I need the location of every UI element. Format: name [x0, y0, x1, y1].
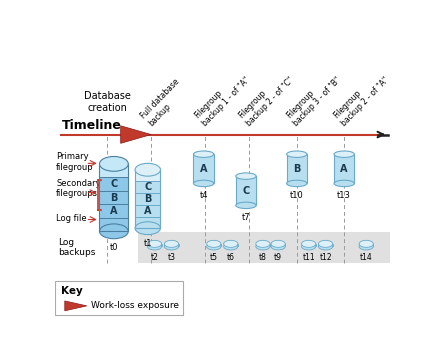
Text: Key: Key — [61, 286, 83, 296]
FancyBboxPatch shape — [236, 176, 256, 205]
Text: t11: t11 — [302, 253, 315, 262]
FancyBboxPatch shape — [359, 244, 373, 246]
Ellipse shape — [287, 180, 307, 187]
FancyBboxPatch shape — [224, 244, 238, 246]
Text: C: C — [144, 182, 151, 192]
Polygon shape — [65, 301, 87, 311]
Ellipse shape — [135, 163, 160, 176]
Text: t12: t12 — [319, 253, 332, 262]
Text: t13: t13 — [337, 191, 351, 200]
Ellipse shape — [100, 157, 128, 171]
Text: Full database
backup: Full database backup — [139, 77, 189, 128]
FancyBboxPatch shape — [55, 281, 184, 315]
Ellipse shape — [319, 243, 333, 250]
Ellipse shape — [256, 240, 270, 247]
Ellipse shape — [319, 240, 333, 247]
Ellipse shape — [194, 151, 214, 157]
FancyBboxPatch shape — [207, 244, 221, 246]
Text: A: A — [144, 206, 152, 216]
Text: t10: t10 — [290, 191, 304, 200]
Ellipse shape — [147, 240, 162, 247]
Text: t3: t3 — [167, 253, 176, 262]
FancyBboxPatch shape — [147, 244, 162, 246]
FancyBboxPatch shape — [334, 154, 354, 183]
Text: C: C — [110, 179, 118, 189]
FancyBboxPatch shape — [135, 216, 160, 228]
Ellipse shape — [164, 240, 179, 247]
Text: Log file: Log file — [56, 214, 87, 222]
Ellipse shape — [359, 243, 373, 250]
Text: A: A — [110, 206, 118, 216]
Ellipse shape — [147, 243, 162, 250]
Ellipse shape — [207, 240, 221, 247]
Ellipse shape — [302, 243, 316, 250]
Text: t7: t7 — [242, 213, 250, 222]
Text: Work-loss exposure: Work-loss exposure — [91, 302, 179, 310]
FancyBboxPatch shape — [135, 205, 160, 216]
Text: Primary
filegroup: Primary filegroup — [56, 152, 94, 172]
Text: Timeline: Timeline — [61, 119, 121, 132]
Polygon shape — [121, 126, 151, 143]
Text: A: A — [340, 164, 348, 174]
Text: t9: t9 — [274, 253, 282, 262]
FancyBboxPatch shape — [100, 164, 128, 177]
Text: B: B — [110, 193, 118, 203]
Ellipse shape — [236, 202, 256, 209]
FancyBboxPatch shape — [100, 191, 128, 204]
Text: t2: t2 — [151, 253, 159, 262]
FancyBboxPatch shape — [135, 170, 160, 182]
Ellipse shape — [236, 173, 256, 179]
Text: A: A — [200, 164, 208, 174]
Ellipse shape — [224, 240, 238, 247]
Ellipse shape — [194, 180, 214, 187]
Text: Filegroup
backup 2 - of "C": Filegroup backup 2 - of "C" — [237, 68, 296, 128]
Ellipse shape — [271, 243, 285, 250]
FancyBboxPatch shape — [194, 154, 214, 183]
Ellipse shape — [207, 243, 221, 250]
Text: Filegroup
backup 1 - of "A": Filegroup backup 1 - of "A" — [193, 68, 252, 128]
FancyBboxPatch shape — [319, 244, 333, 246]
FancyBboxPatch shape — [271, 244, 285, 246]
FancyBboxPatch shape — [100, 204, 128, 218]
FancyBboxPatch shape — [100, 177, 128, 191]
FancyBboxPatch shape — [138, 232, 390, 263]
Ellipse shape — [302, 240, 316, 247]
FancyBboxPatch shape — [135, 170, 160, 182]
Ellipse shape — [135, 222, 160, 235]
Text: B: B — [293, 164, 301, 174]
Ellipse shape — [334, 151, 354, 157]
Text: Filegroup
backup 2 - of "A": Filegroup backup 2 - of "A" — [332, 68, 391, 128]
Text: t5: t5 — [210, 253, 218, 262]
Text: t0: t0 — [110, 243, 118, 252]
Text: t1: t1 — [143, 239, 152, 248]
FancyBboxPatch shape — [100, 218, 128, 231]
Text: t8: t8 — [259, 253, 267, 262]
Ellipse shape — [287, 151, 307, 157]
Ellipse shape — [271, 240, 285, 247]
FancyBboxPatch shape — [135, 193, 160, 205]
Text: Database
creation: Database creation — [83, 91, 131, 112]
Ellipse shape — [334, 180, 354, 187]
Text: Secondary
filegroups: Secondary filegroups — [56, 179, 101, 198]
Ellipse shape — [100, 224, 128, 239]
FancyBboxPatch shape — [256, 244, 270, 246]
Text: C: C — [243, 186, 250, 196]
FancyBboxPatch shape — [135, 182, 160, 193]
FancyBboxPatch shape — [302, 244, 316, 246]
Text: t6: t6 — [227, 253, 235, 262]
Ellipse shape — [224, 243, 238, 250]
Text: Filegroup
backup 3 - of "B": Filegroup backup 3 - of "B" — [284, 68, 343, 128]
Text: Log
backups: Log backups — [58, 238, 95, 257]
Ellipse shape — [164, 243, 179, 250]
FancyBboxPatch shape — [287, 154, 307, 183]
FancyBboxPatch shape — [164, 244, 179, 246]
Text: t4: t4 — [199, 191, 208, 200]
Ellipse shape — [359, 240, 373, 247]
Text: t14: t14 — [360, 253, 373, 262]
FancyBboxPatch shape — [100, 164, 128, 177]
Ellipse shape — [256, 243, 270, 250]
Text: B: B — [144, 194, 152, 204]
